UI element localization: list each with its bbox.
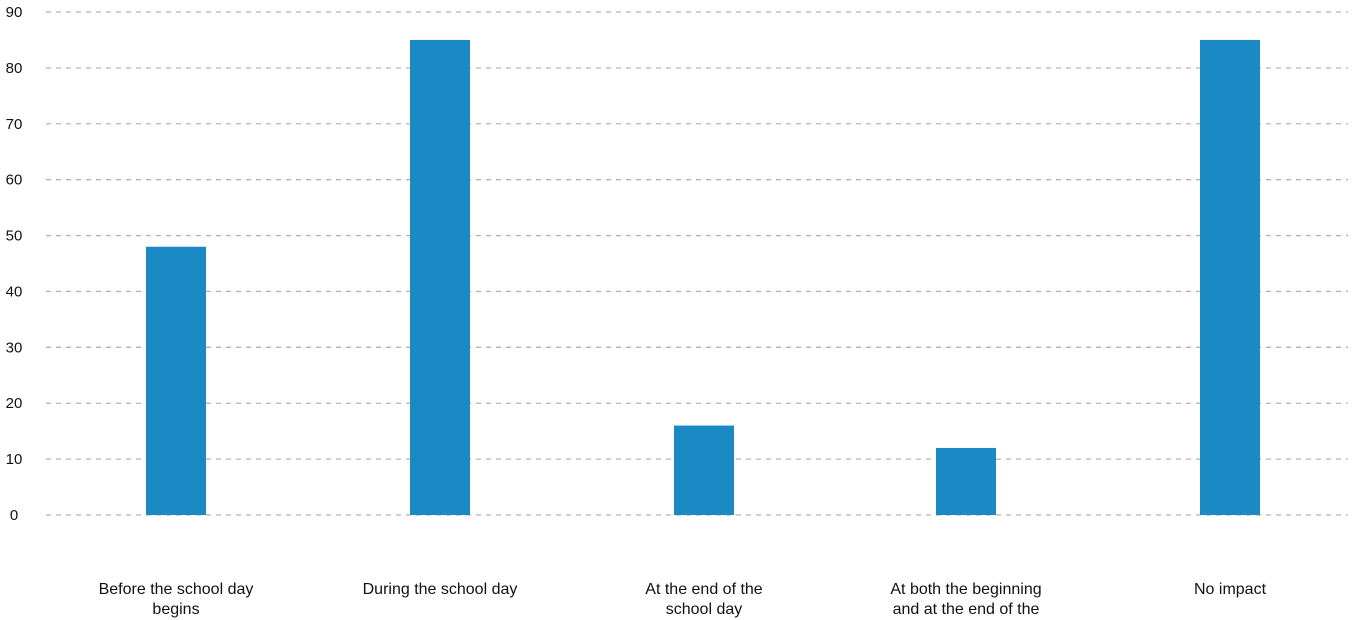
x-category-label-line: During the school day (363, 581, 518, 598)
y-tick-label: 90 (6, 4, 23, 21)
x-category-label: During the school day (363, 581, 518, 598)
x-category-label: No impact (1194, 581, 1267, 598)
x-category-label-line: begins (152, 601, 199, 618)
y-tick-label: 60 (6, 172, 23, 189)
x-category-label-line: At both the beginning (890, 581, 1041, 598)
y-tick-label: 70 (6, 116, 23, 133)
x-category-label-line: No impact (1194, 581, 1267, 598)
y-tick-label: 30 (6, 339, 23, 356)
x-category-label-line: and at the end of the (893, 601, 1040, 618)
y-tick-label: 80 (6, 60, 23, 77)
x-category-label: Before the school day begins (99, 581, 254, 618)
gridlines (46, 11, 1348, 516)
x-category-label: At the end of the school day (645, 581, 763, 618)
bar (674, 425, 734, 515)
bars (146, 39, 1260, 515)
x-category-label-line: school day (666, 601, 743, 618)
y-tick-label: 20 (6, 395, 23, 412)
x-category-label-line: At the end of the (645, 581, 763, 598)
y-tick-label: 10 (6, 451, 23, 468)
x-axis-category-labels: Before the school day begins During the sc… (99, 581, 1267, 618)
bar (146, 246, 206, 515)
bar (410, 39, 470, 515)
y-axis-tick-labels: 0 10 20 30 40 50 60 70 80 90 (6, 4, 23, 524)
bar (936, 447, 996, 515)
y-tick-label: 40 (6, 283, 23, 300)
y-tick-label: 0 (10, 507, 18, 524)
y-tick-label: 50 (6, 228, 23, 245)
bar (1200, 39, 1260, 515)
x-category-label: At both the beginning and at the end of t… (890, 581, 1041, 618)
x-category-label-line: Before the school day (99, 581, 254, 598)
